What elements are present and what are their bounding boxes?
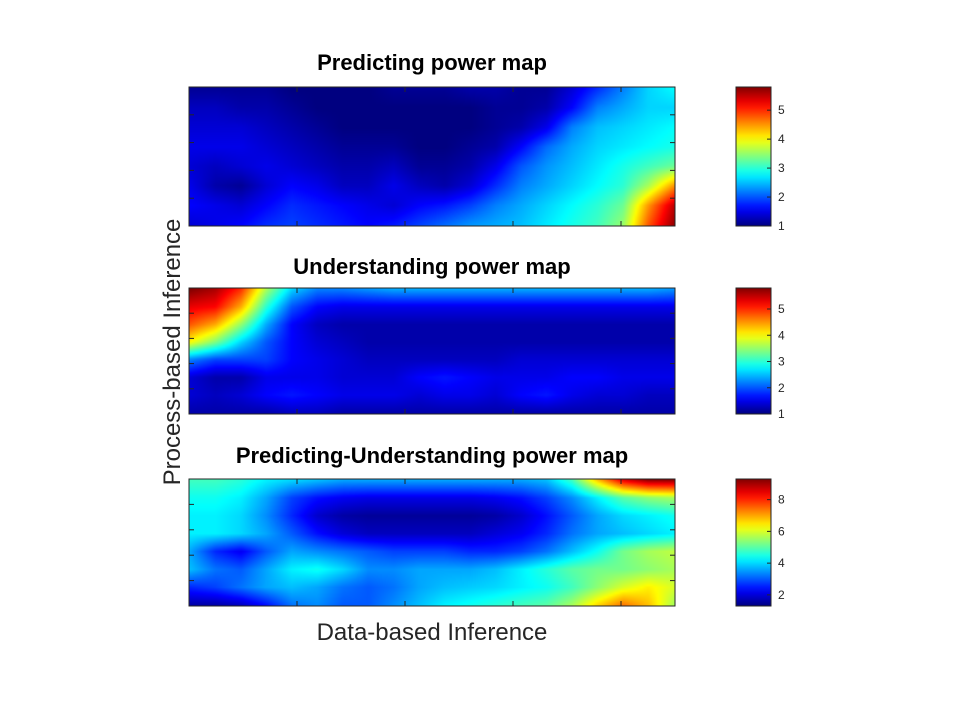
heatmap-surface bbox=[189, 288, 675, 414]
colorbar-tick-label: 3 bbox=[778, 355, 785, 369]
colorbar-tick-label: 8 bbox=[778, 493, 785, 507]
axes-frame bbox=[188, 86, 676, 227]
colorbar: 1 2 3 4 5 bbox=[735, 287, 785, 421]
colorbar-tick-label: 4 bbox=[778, 556, 785, 570]
axes-frame bbox=[188, 478, 676, 607]
colorbar-scale bbox=[735, 478, 772, 607]
x-axis-label: Data-based Inference bbox=[317, 619, 548, 646]
colorbar-tick-label: 5 bbox=[778, 302, 785, 316]
heatmap-surface bbox=[189, 479, 675, 606]
panel-1: Predicting power map 1 2 3 4 5 bbox=[188, 50, 785, 233]
y-axis-label: Process-based Inference bbox=[159, 219, 186, 486]
colorbar-scale bbox=[735, 287, 772, 415]
panel-title: Understanding power map bbox=[293, 254, 570, 279]
colorbar-tick-label: 1 bbox=[778, 407, 785, 421]
axes-frame bbox=[188, 287, 676, 415]
panel-2: Understanding power map 1 2 3 4 5 bbox=[188, 254, 785, 421]
colorbar: 1 2 3 4 5 bbox=[735, 86, 785, 233]
colorbar-tick-label: 6 bbox=[778, 524, 785, 538]
panel-title: Predicting power map bbox=[317, 50, 547, 75]
panel-3: Predicting-Understanding power map 2 4 6 8 bbox=[188, 443, 785, 607]
colorbar-tick-label: 4 bbox=[778, 132, 785, 146]
colorbar-scale bbox=[735, 86, 772, 227]
colorbar-tick-label: 3 bbox=[778, 161, 785, 175]
colorbar-tick-label: 4 bbox=[778, 328, 785, 342]
colorbar-tick-label: 5 bbox=[778, 103, 785, 117]
colorbar-tick-label: 2 bbox=[778, 588, 785, 602]
panel-title: Predicting-Understanding power map bbox=[236, 443, 628, 468]
colorbar-tick-label: 2 bbox=[778, 190, 785, 204]
colorbar: 2 4 6 8 bbox=[735, 478, 785, 607]
colorbar-tick-label: 2 bbox=[778, 381, 785, 395]
heatmap-surface bbox=[189, 87, 675, 226]
colorbar-tick-label: 1 bbox=[778, 219, 785, 233]
